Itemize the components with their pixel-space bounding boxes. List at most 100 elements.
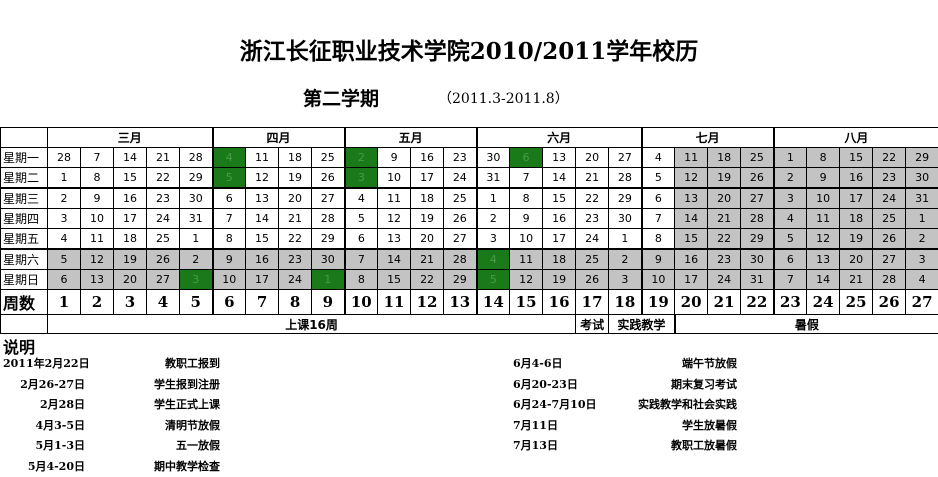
- day-cell: 4: [640, 147, 676, 168]
- day-cell: 17: [113, 208, 147, 229]
- day-cell: 22: [278, 228, 313, 250]
- note-label: 清明节放假: [165, 418, 220, 432]
- day-cell: 30: [608, 208, 643, 229]
- week-number-row: 周数 1 2 3 4 5 6 7 8 9 10 11 12 13 14 15 16 17 18 19 20 21 22 23 2…: [0, 289, 938, 315]
- day-cell: 23: [575, 208, 610, 229]
- day-cell: 11: [509, 248, 544, 270]
- day-cell: 5: [211, 167, 247, 189]
- day-cell: 8: [806, 147, 841, 168]
- week-number: 27: [905, 289, 938, 315]
- day-cell: 29: [740, 228, 775, 250]
- day-cell: 5: [47, 248, 81, 270]
- note-label: 学生正式上课: [154, 398, 220, 411]
- calendar-table: 三月 四月 五月 六月 七月 八月 星期一 28 7 14 21 28 4 11 18 25 2 9 16 23 30 6…: [0, 127, 938, 334]
- day-cell: 4: [905, 269, 938, 290]
- day-cell: 3: [475, 228, 511, 250]
- note-label: 端午节放假: [682, 357, 737, 370]
- day-cell: 15: [245, 228, 280, 250]
- day-cell: 26: [872, 228, 907, 250]
- day-cell: 1: [905, 208, 938, 229]
- day-cell: 27: [872, 248, 907, 270]
- day-cell: 25: [575, 248, 610, 270]
- day-cell: 9: [509, 208, 544, 229]
- day-cell: 21: [410, 248, 445, 270]
- day-cell: 8: [80, 167, 114, 189]
- day-cell: 7: [343, 248, 379, 270]
- day-cell: 19: [410, 208, 445, 229]
- day-cell: 1: [772, 147, 808, 168]
- day-cell: 18: [278, 147, 313, 168]
- day-cell: 4: [772, 208, 808, 229]
- day-cell: 12: [245, 167, 280, 189]
- weekday-row: 星期四 3 10 17 24 31 7 14 21 28 5 12 19 26 2 9 16 23 30 7 14 21 2…: [0, 208, 938, 229]
- month-header: 八月: [772, 127, 938, 148]
- day-cell: 4: [343, 187, 379, 209]
- day-cell: 16: [245, 248, 280, 270]
- day-cell: 20: [410, 228, 445, 250]
- day-cell: 9: [640, 248, 676, 270]
- day-cell: 15: [113, 167, 147, 189]
- day-cell: 23: [872, 167, 907, 189]
- day-cell: 2: [772, 167, 808, 189]
- day-cell: 22: [707, 228, 742, 250]
- day-cell: 13: [806, 248, 841, 270]
- week-number: 22: [740, 289, 775, 315]
- day-cell: 25: [311, 147, 346, 168]
- day-cell: 16: [113, 187, 147, 209]
- note-label: 实践教学和社会实践: [638, 398, 737, 411]
- day-cell: 2: [178, 248, 214, 270]
- corner-cell: [0, 127, 48, 148]
- day-cell: 29: [311, 228, 346, 250]
- weekday-row: 星期五 4 11 18 25 1 8 15 22 29 6 13 20 27 3 10 17 24 1 8 15 22 29…: [0, 228, 938, 250]
- day-cell: 29: [443, 269, 478, 290]
- weekday-label: 星期日: [0, 269, 48, 290]
- day-cell: 14: [245, 208, 280, 229]
- day-cell: 12: [377, 208, 412, 229]
- note-date: 5月4-20日: [27, 459, 85, 473]
- week-number: 26: [872, 289, 907, 315]
- note-label: 期中教学检查: [154, 459, 220, 473]
- day-cell: 25: [740, 147, 775, 168]
- day-cell: 20: [839, 248, 874, 270]
- week-number: 23: [772, 289, 808, 315]
- phase-row: 上课16周 考试 实践教学 暑假: [0, 314, 938, 334]
- day-cell: 10: [509, 228, 544, 250]
- phase-corner: [0, 314, 48, 334]
- day-cell: 2: [475, 208, 511, 229]
- day-cell: 4: [211, 147, 247, 168]
- week-number: 1: [47, 289, 81, 315]
- day-cell: 25: [872, 208, 907, 229]
- week-number: 21: [707, 289, 742, 315]
- day-cell: 5: [640, 167, 676, 189]
- week-number: 19: [640, 289, 676, 315]
- day-cell: 13: [674, 187, 709, 209]
- day-cell: 10: [211, 269, 247, 290]
- weekday-label: 星期五: [0, 228, 48, 250]
- day-cell: 3: [47, 208, 81, 229]
- day-cell: 10: [80, 208, 114, 229]
- day-cell: 16: [839, 167, 874, 189]
- day-cell: 3: [905, 248, 938, 270]
- day-cell: 8: [509, 187, 544, 209]
- day-cell: 13: [245, 187, 280, 209]
- day-cell: 11: [245, 147, 280, 168]
- week-number: 3: [113, 289, 147, 315]
- day-cell: 6: [772, 248, 808, 270]
- day-cell: 7: [509, 167, 544, 189]
- day-cell: 22: [872, 147, 907, 168]
- day-cell: 17: [542, 228, 577, 250]
- day-cell: 19: [542, 269, 577, 290]
- day-cell: 29: [608, 187, 643, 209]
- week-number: 11: [377, 289, 412, 315]
- day-cell: 9: [80, 187, 114, 209]
- day-cell: 27: [146, 269, 180, 290]
- day-cell: 1: [178, 228, 214, 250]
- weekday-row: 星期三 2 9 16 23 30 6 13 20 27 4 11 18 25 1 8 15 22 29 6 13 20 27…: [0, 187, 938, 209]
- day-cell: 6: [211, 187, 247, 209]
- day-cell: 24: [707, 269, 742, 290]
- day-cell: 9: [211, 248, 247, 270]
- weekday-label: 星期四: [0, 208, 48, 229]
- day-cell: 14: [806, 269, 841, 290]
- semester-title: 第二学期: [303, 88, 380, 110]
- day-cell: 20: [278, 187, 313, 209]
